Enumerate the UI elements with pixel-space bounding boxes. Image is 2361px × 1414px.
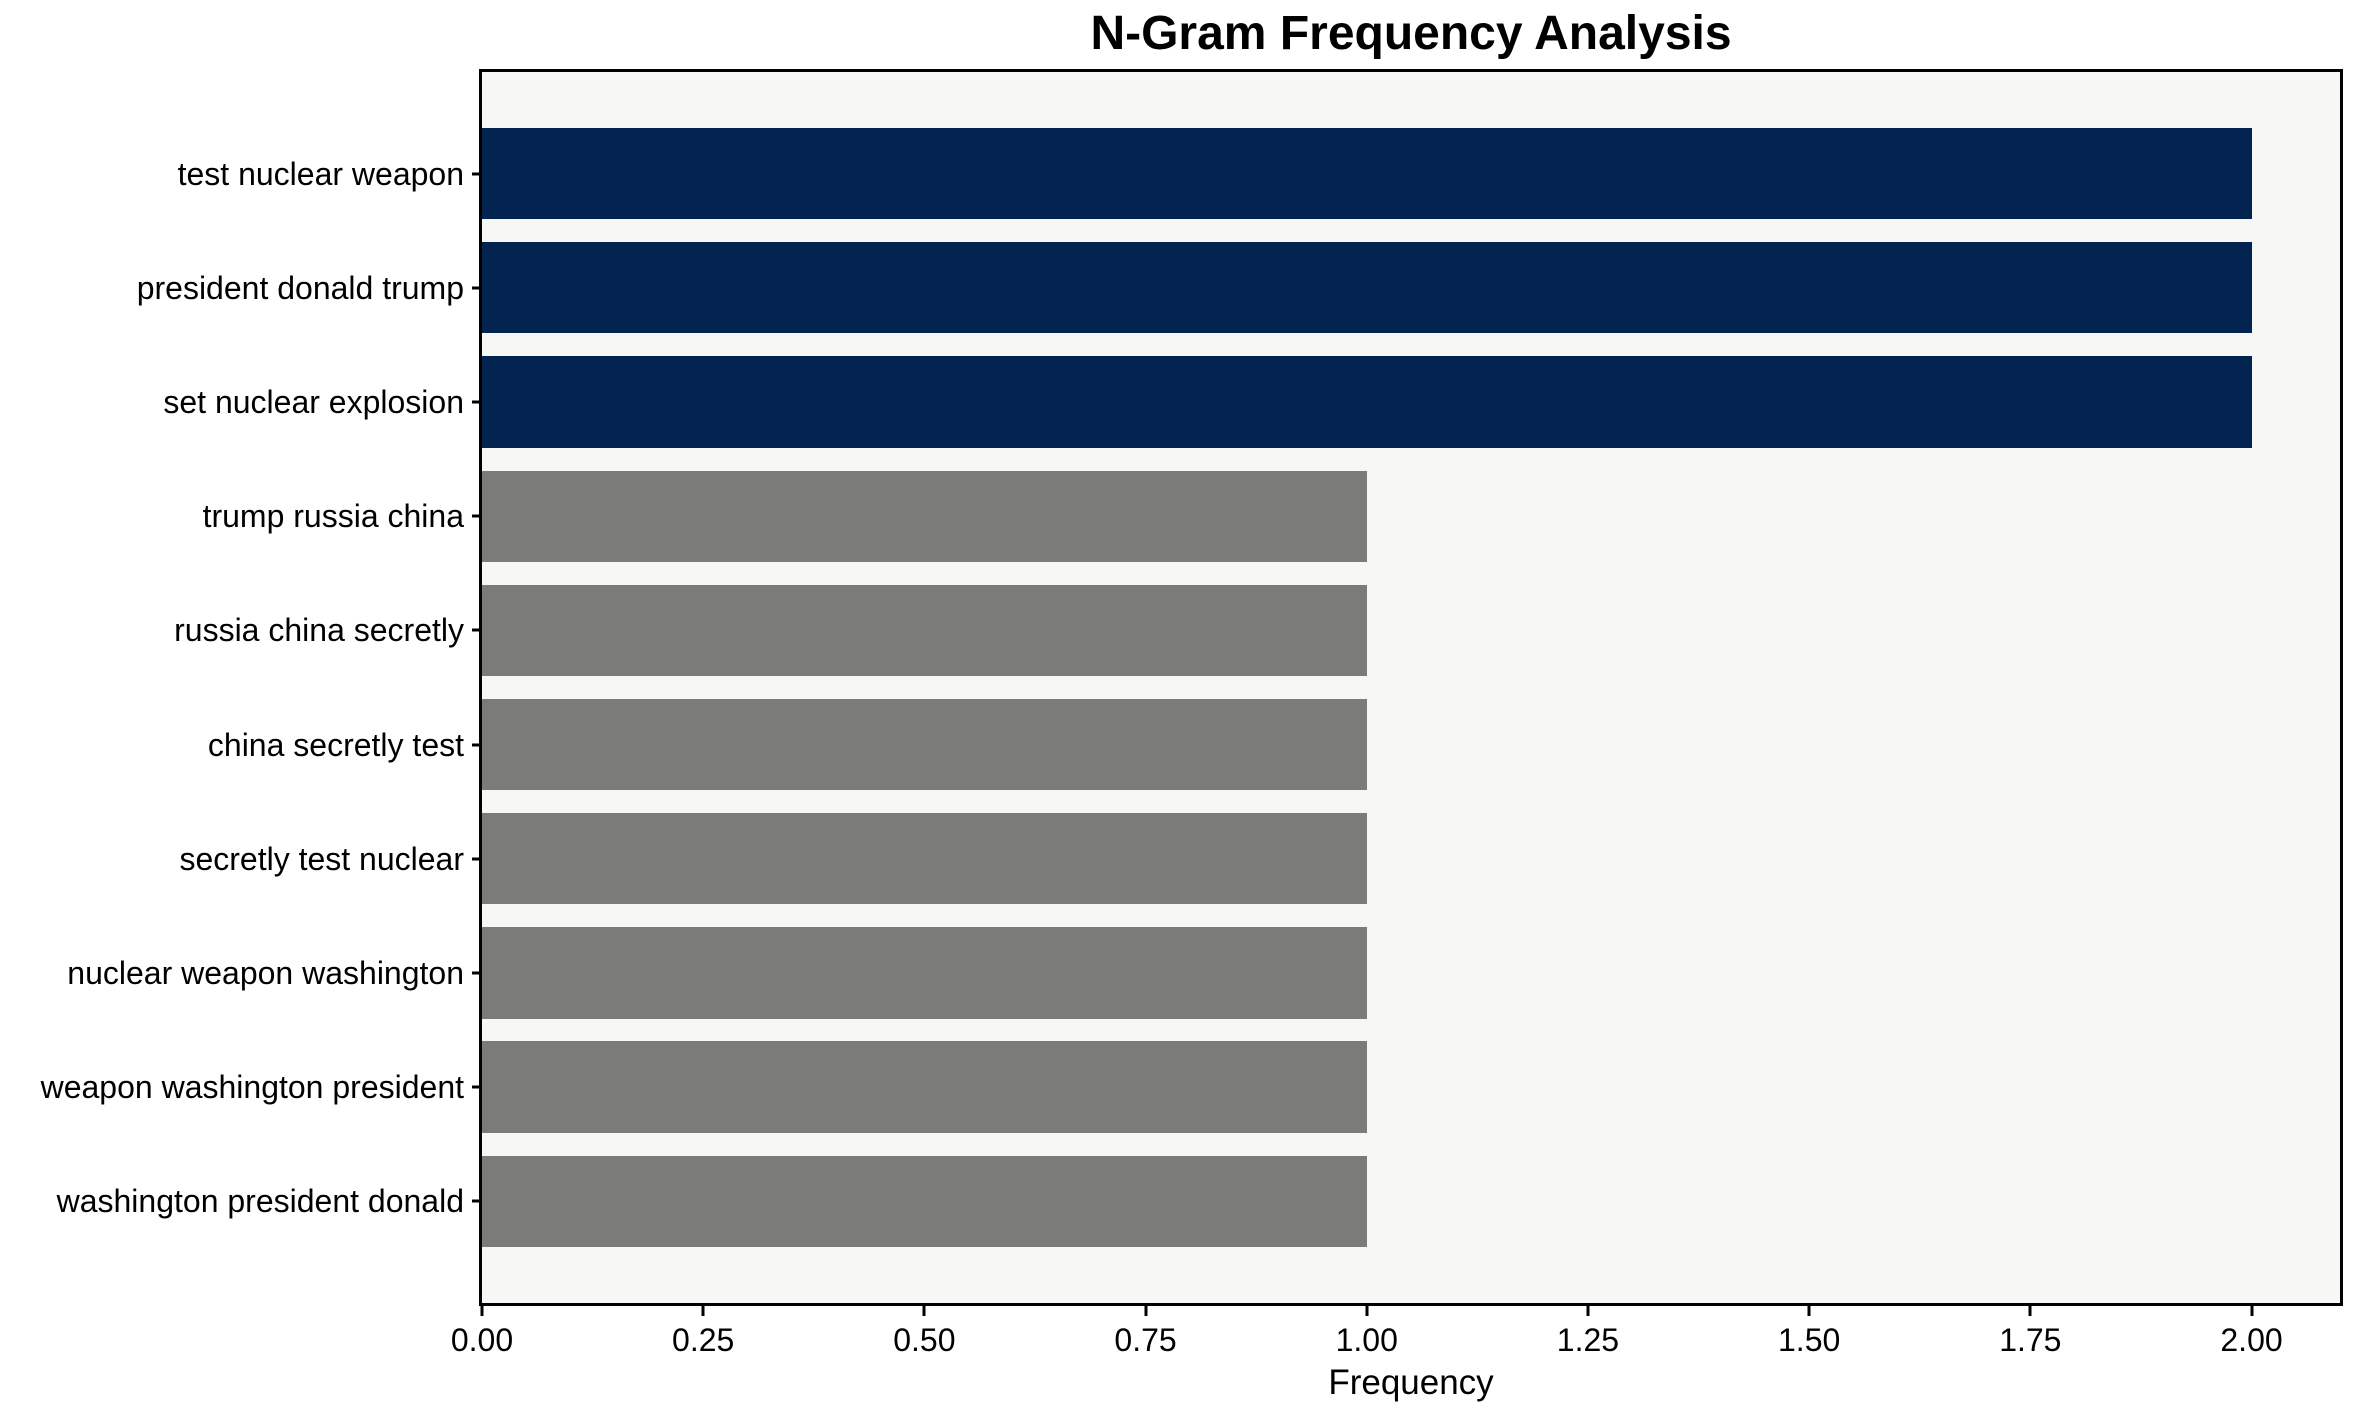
y-tick-mark [472, 172, 482, 176]
y-tick-label: nuclear weapon washington [67, 954, 464, 991]
x-tick-label: 0.50 [893, 1322, 956, 1358]
y-tick-mark [472, 857, 482, 861]
y-tick-label: test nuclear weapon [177, 155, 464, 192]
bar [482, 1155, 1367, 1248]
bar [482, 356, 2252, 448]
x-tick-label: 1.25 [1556, 1322, 1620, 1358]
y-tick-mark [472, 1199, 482, 1203]
bar [482, 1041, 1367, 1133]
y-tick-mark [472, 1085, 482, 1089]
bar [482, 813, 1367, 905]
y-tick-mark [472, 286, 482, 290]
y-tick-label: russia china secretly [174, 612, 464, 649]
y-tick-label: set nuclear explosion [163, 384, 464, 421]
y-tick-label: washington president donald [56, 1183, 464, 1220]
bar [482, 698, 1367, 791]
x-tick-label: 0.25 [672, 1322, 735, 1358]
x-axis-label: Frequency [1328, 1363, 1494, 1402]
y-tick-label: china secretly test [207, 726, 464, 763]
x-tick-label: 1.50 [1778, 1322, 1841, 1358]
y-tick-label: trump russia china [202, 498, 464, 535]
y-tick-label: weapon washington president [40, 1069, 464, 1106]
bar [482, 242, 2252, 334]
x-tick-mark [2250, 1306, 2254, 1316]
bar [482, 927, 1367, 1019]
x-tick-label: 2.00 [2220, 1322, 2283, 1358]
y-tick-mark [472, 514, 482, 518]
x-tick-mark [1586, 1306, 1590, 1316]
bar [482, 127, 2252, 220]
x-tick-label: 0.00 [450, 1322, 514, 1358]
y-tick-mark [472, 400, 482, 404]
x-tick-mark [480, 1306, 484, 1316]
y-tick-mark [472, 971, 482, 975]
x-tick-mark [2028, 1306, 2032, 1316]
chart-title: N-Gram Frequency Analysis [1090, 7, 1732, 60]
bar [482, 470, 1367, 562]
x-tick-label: 1.00 [1335, 1322, 1398, 1358]
y-tick-mark [472, 628, 482, 632]
x-tick-mark [1365, 1306, 1369, 1316]
bar [482, 584, 1367, 677]
y-tick-mark [472, 743, 482, 747]
x-tick-mark [1807, 1306, 1811, 1316]
y-tick-label: secretly test nuclear [179, 840, 464, 877]
x-tick-label: 1.75 [1999, 1322, 2062, 1358]
x-tick-mark [1144, 1306, 1148, 1316]
x-tick-label: 0.75 [1114, 1322, 1177, 1358]
x-tick-mark [922, 1306, 926, 1316]
x-tick-mark [701, 1306, 705, 1316]
y-tick-label: president donald trump [136, 269, 464, 306]
